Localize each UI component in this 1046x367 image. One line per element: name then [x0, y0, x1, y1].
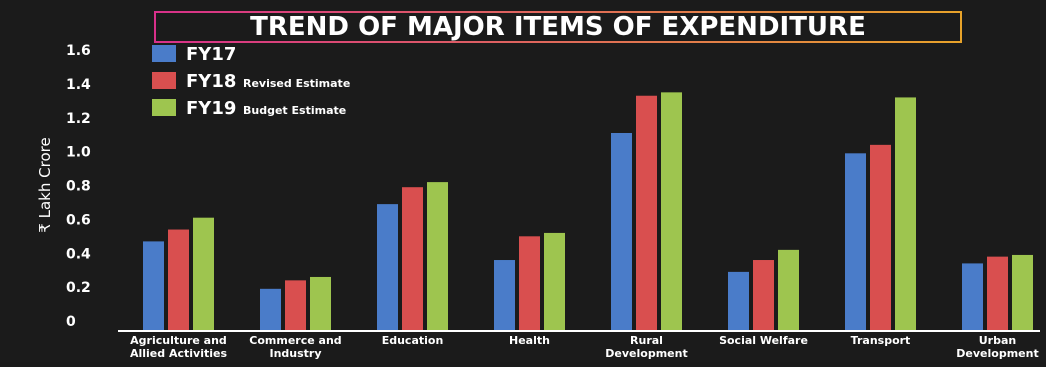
bar-fy18-7	[987, 256, 1008, 331]
legend-note: Budget Estimate	[243, 104, 346, 117]
x-tick-label: Industry	[269, 347, 321, 360]
bar-fy19-5	[778, 249, 799, 331]
legend-swatch-fy18	[152, 72, 176, 89]
y-tick-label: 0.8	[66, 179, 91, 195]
y-tick-label: 1.0	[66, 145, 91, 161]
x-tick-label: Agriculture and	[130, 334, 227, 347]
bar-fy19-2	[427, 182, 448, 331]
x-tick-label: Urban	[979, 334, 1017, 347]
legend-note: Revised Estimate	[243, 77, 350, 90]
bar-fy17-2	[377, 204, 398, 331]
x-tick-label: Commerce and	[249, 334, 341, 347]
y-axis-ticks: 0 0.2 0.4 0.6 0.8 1.0 1.2 1.4 1.6	[66, 43, 91, 330]
legend-label: FY19	[186, 98, 236, 119]
x-tick-label: Transport	[851, 334, 911, 347]
y-axis-label: ₹ Lakh Crore	[36, 137, 54, 232]
bar-fy19-3	[544, 232, 565, 331]
y-tick-label: 1.6	[66, 43, 91, 59]
bar-fy18-1	[285, 280, 306, 331]
x-tick-label: Rural	[630, 334, 663, 347]
bar-fy18-4	[636, 95, 657, 331]
bar-fy18-2	[402, 187, 423, 331]
y-tick-label: 0.4	[66, 246, 91, 262]
bar-fy19-1	[310, 276, 331, 331]
bar-fy19-4	[661, 92, 682, 331]
legend-label: FY17	[186, 44, 236, 65]
legend-swatch-fy17	[152, 45, 176, 62]
bar-fy17-3	[494, 260, 515, 331]
bar-fy18-5	[753, 260, 774, 331]
x-tick-label: Education	[382, 334, 444, 347]
x-tick-label: Development	[956, 347, 1038, 360]
x-tick-label: Health	[509, 334, 550, 347]
bar-fy18-0	[168, 229, 189, 331]
bar-fy19-6	[895, 97, 916, 331]
bar-fy17-1	[260, 288, 281, 331]
bar-fy17-7	[962, 263, 983, 331]
bar-fy19-7	[1012, 254, 1033, 331]
y-tick-label: 0.2	[66, 280, 91, 296]
bar-fy19-0	[193, 217, 214, 331]
y-tick-label: 1.2	[66, 111, 91, 127]
legend: FY17 FY18 Revised Estimate FY19 Budget Estim…	[152, 44, 350, 119]
bars-layer	[143, 92, 1033, 331]
x-tick-label: Allied Activities	[130, 347, 227, 360]
bar-fy18-3	[519, 236, 540, 331]
bar-fy17-6	[845, 153, 866, 331]
y-tick-label: 1.4	[66, 77, 91, 93]
bar-fy17-0	[143, 241, 164, 331]
x-tick-label: Social Welfare	[719, 334, 808, 347]
y-tick-label: 0.6	[66, 212, 91, 228]
chart-title: TREND OF MAJOR ITEMS OF EXPENDITURE	[250, 12, 866, 42]
legend-label: FY18	[186, 71, 236, 92]
title-frame	[154, 11, 962, 43]
y-tick-label: 0	[66, 314, 76, 330]
bar-fy17-4	[611, 132, 632, 331]
bar-fy17-5	[728, 271, 749, 331]
x-tick-label: Development	[605, 347, 687, 360]
bar-fy18-6	[870, 144, 891, 331]
legend-swatch-fy19	[152, 99, 176, 116]
